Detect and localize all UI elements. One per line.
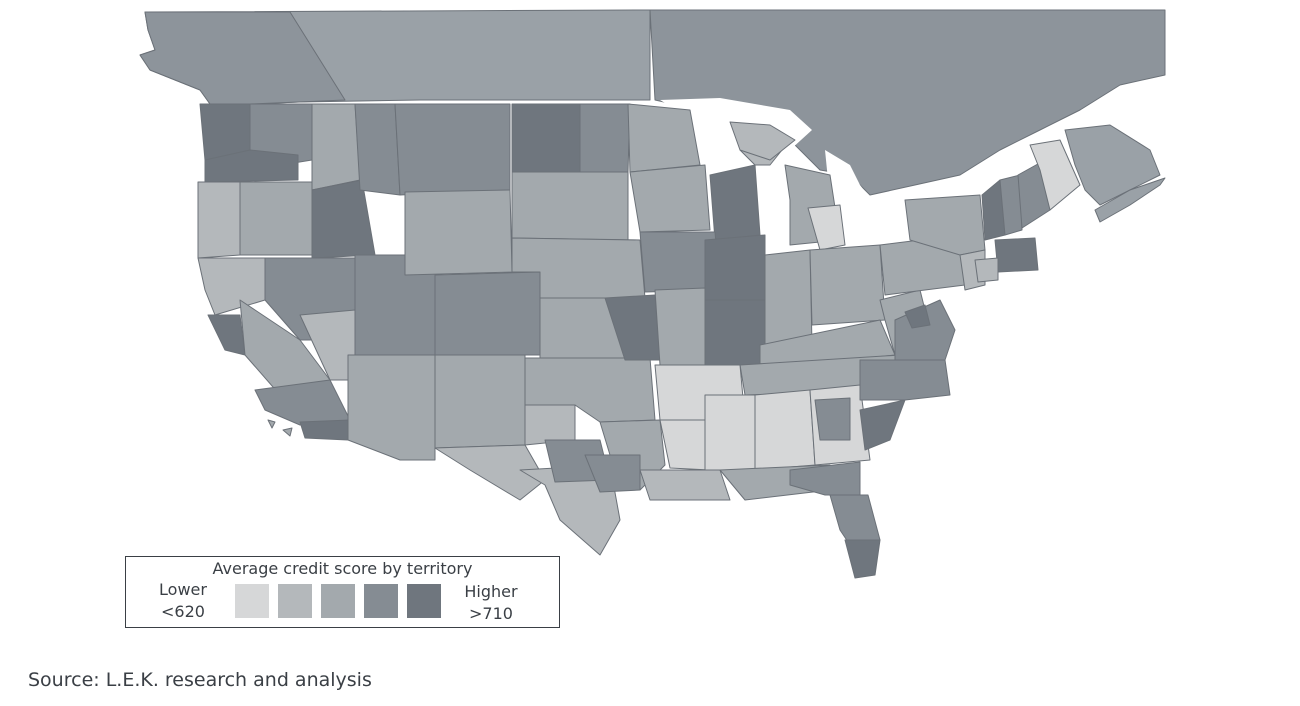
- territory-co: [434, 271, 541, 356]
- legend-higher-label: Higher: [464, 582, 518, 601]
- territory-sc: [859, 399, 906, 451]
- territory-fl-south: [844, 539, 881, 579]
- territory-az: [347, 354, 436, 461]
- territory-id-north: [311, 103, 361, 191]
- territory-mt-east: [394, 103, 511, 196]
- territory-or-central: [239, 181, 313, 256]
- territory-in: [764, 249, 813, 346]
- territory-nd: [511, 103, 581, 173]
- legend-swatch-5: [407, 584, 441, 618]
- canada-nova-scotia: [1094, 177, 1166, 223]
- territory-ca-socal: [299, 419, 351, 441]
- legend-lower: Lower <620: [152, 579, 214, 623]
- territory-mo-central: [654, 287, 706, 366]
- canada-region: [139, 9, 1166, 223]
- territory-nc: [859, 359, 951, 401]
- territory-wi-west: [709, 164, 761, 241]
- territory-ga-atl: [814, 397, 851, 441]
- legend-swatch-4: [364, 584, 398, 618]
- territory-la: [659, 419, 711, 471]
- map-legend: Average credit score by territory Lower …: [125, 556, 560, 628]
- territory-me: [1029, 139, 1081, 211]
- territory-ma: [994, 237, 1039, 273]
- territory-nd-east: [579, 103, 631, 173]
- territory-ca-south: [254, 379, 351, 426]
- territory-il-north: [704, 234, 766, 301]
- territory-nh: [999, 174, 1023, 236]
- territory-il-south: [704, 299, 766, 366]
- legend-swatch-1: [235, 584, 269, 618]
- territory-or-coast: [197, 181, 241, 259]
- territory-mi-upper: [729, 121, 796, 161]
- channel-islands: [267, 419, 293, 437]
- territory-tx-west: [434, 444, 546, 501]
- territory-ms: [704, 394, 756, 471]
- lake-michigan: [760, 160, 790, 255]
- territory-wy: [404, 189, 513, 276]
- territory-mn-south: [629, 164, 711, 233]
- canada-bc-band: [139, 11, 346, 105]
- island: [267, 419, 276, 429]
- legend-lower-label: Lower: [159, 580, 207, 599]
- territory-sd: [511, 171, 629, 241]
- us-territories: [197, 103, 1081, 579]
- legend-higher-value: >710: [469, 604, 513, 623]
- legend-title: Average credit score by territory: [212, 559, 473, 578]
- territory-ca-bay: [207, 314, 246, 356]
- territory-nm: [434, 354, 526, 449]
- territory-id-south: [311, 179, 376, 259]
- credit-score-map: [139, 9, 1166, 579]
- island: [282, 427, 293, 437]
- territory-va-dc: [904, 304, 931, 329]
- legend-swatch-3: [321, 584, 355, 618]
- territory-oh: [809, 244, 886, 326]
- territory-ca-north: [197, 257, 266, 316]
- territory-wa-south: [204, 149, 299, 183]
- territory-mt-west: [354, 103, 401, 196]
- territory-al: [754, 389, 816, 471]
- legend-lower-value: <620: [161, 602, 205, 621]
- territory-mn-north: [627, 103, 701, 173]
- territory-ct: [974, 257, 999, 283]
- territory-tx-panhandle: [524, 404, 576, 446]
- source-note: Source: L.E.K. research and analysis: [28, 669, 372, 691]
- legend-swatch-2: [278, 584, 312, 618]
- territory-mi-east: [807, 204, 846, 251]
- legend-higher: Higher >710: [456, 581, 526, 625]
- territory-la-south: [639, 469, 731, 501]
